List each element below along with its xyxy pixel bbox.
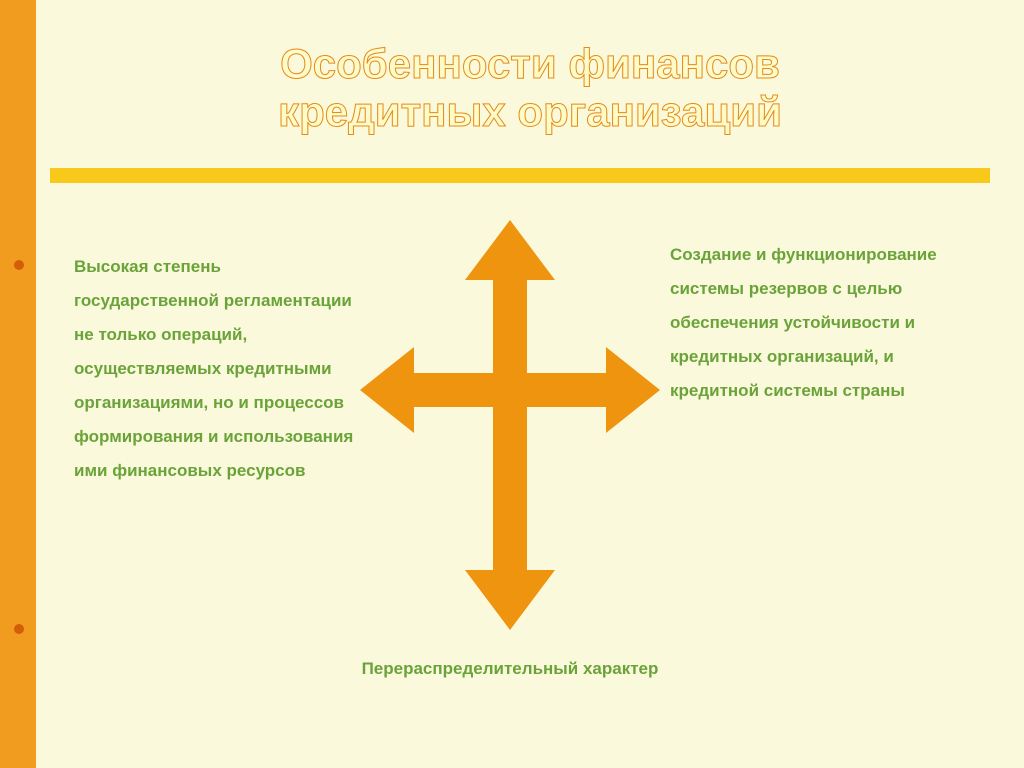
slide: Особенности финансов кредитных организац… bbox=[0, 0, 1024, 768]
sidebar-bullet bbox=[14, 260, 24, 270]
horizontal-rule bbox=[50, 168, 990, 183]
feature-left: Высокая степень государственной регламен… bbox=[74, 250, 354, 488]
sidebar-accent bbox=[0, 0, 36, 768]
arrow-cross-icon bbox=[360, 220, 660, 630]
feature-bottom: Перераспределительный характер bbox=[320, 650, 700, 687]
feature-right: Создание и функционирование системы резе… bbox=[670, 238, 980, 408]
sidebar-bullet bbox=[14, 624, 24, 634]
slide-title: Особенности финансов кредитных организац… bbox=[70, 40, 990, 137]
arrow-vertical bbox=[465, 220, 555, 630]
title-line-2: кредитных организаций bbox=[70, 88, 990, 136]
title-line-1: Особенности финансов bbox=[70, 40, 990, 88]
